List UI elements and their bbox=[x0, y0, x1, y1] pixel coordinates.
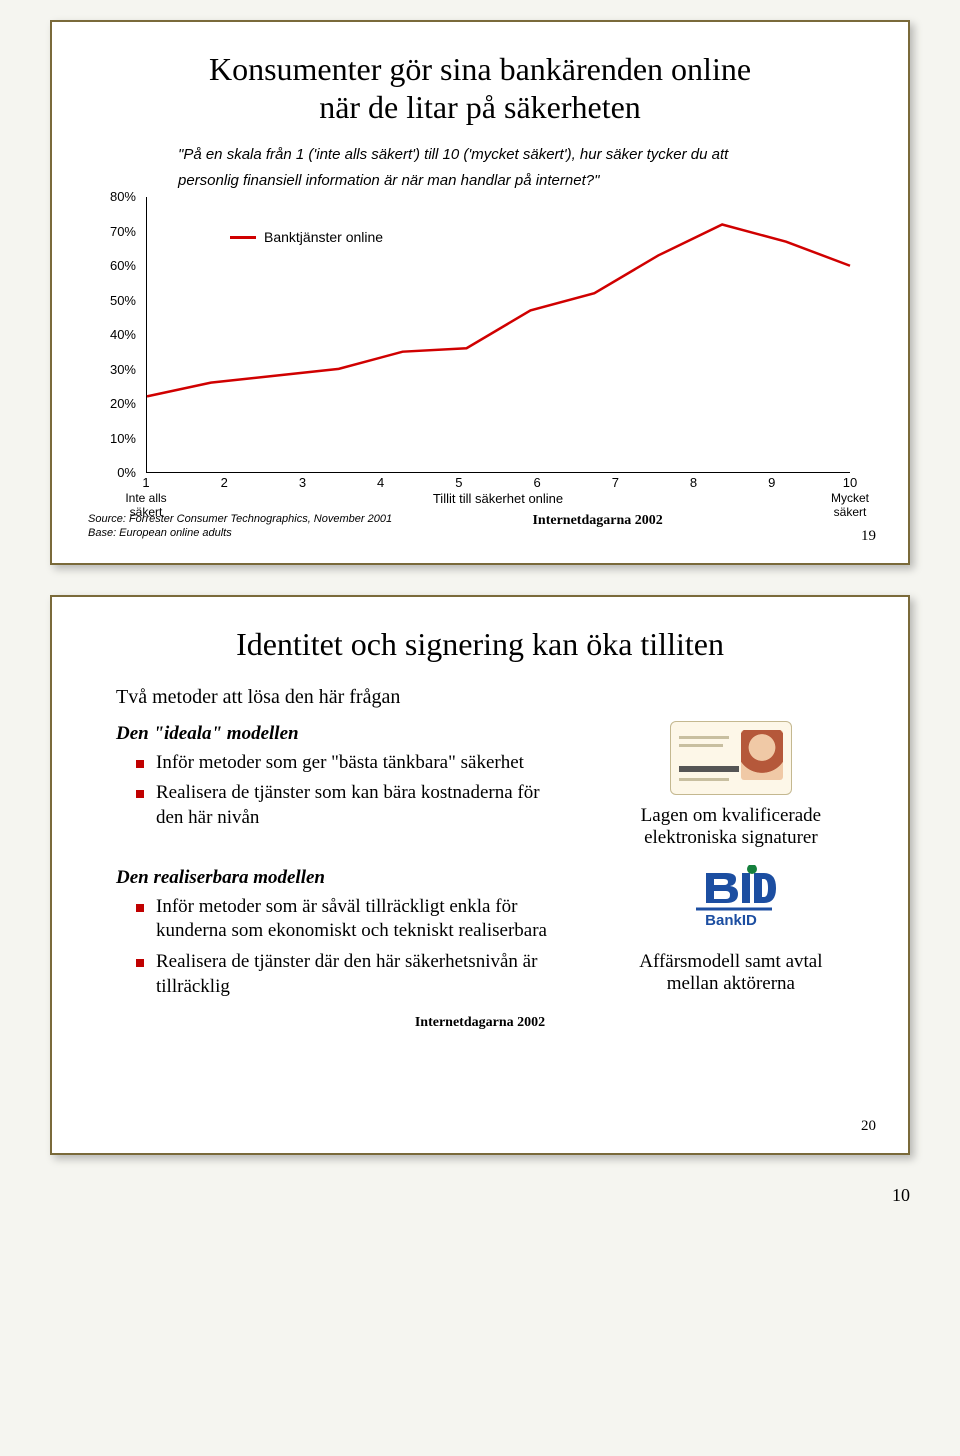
idcard-caption-l1: Lagen om kvalificerade bbox=[590, 805, 872, 827]
list-item: Inför metoder som är såväl tillräckligt … bbox=[136, 895, 566, 944]
y-axis-label: 0% bbox=[100, 465, 136, 480]
chart-line bbox=[147, 225, 850, 397]
idcard-caption-l2: elektroniska signaturer bbox=[590, 827, 872, 849]
list-item: Realisera de tjänster som kan bära kostn… bbox=[136, 781, 566, 830]
model2-column: Den realiserbara modellen Inför metoder … bbox=[88, 857, 566, 1012]
model1-list: Inför metoder som ger "bästa tänkbara" s… bbox=[136, 751, 566, 831]
slide-footer: Internetdagarna 2002 bbox=[88, 1015, 872, 1031]
x-axis-label: 10 bbox=[843, 475, 857, 490]
chart-plot-area bbox=[146, 197, 850, 473]
title-line-1: Konsumenter gör sina bankärenden online bbox=[209, 51, 751, 87]
y-axis-label: 60% bbox=[100, 258, 136, 273]
document-page-number: 10 bbox=[20, 1185, 910, 1206]
svg-text:BankID: BankID bbox=[705, 912, 757, 929]
slide-title: Identitet och signering kan öka tilliten bbox=[88, 625, 872, 663]
model1-column: Den "ideala" modellen Inför metoder som … bbox=[88, 713, 566, 843]
bankid-logo: BankID bbox=[686, 865, 776, 941]
survey-question-l2: personlig finansiell information är när … bbox=[178, 171, 872, 191]
model2-heading: Den realiserbara modellen bbox=[116, 867, 566, 889]
page-number: 19 bbox=[861, 528, 876, 545]
x-axis-label: 2 bbox=[221, 475, 228, 490]
y-axis-label: 40% bbox=[100, 327, 136, 342]
y-axis-label: 70% bbox=[100, 224, 136, 239]
chart-svg bbox=[147, 197, 850, 472]
x-axis-label: 4 bbox=[377, 475, 384, 490]
page-number: 20 bbox=[861, 1118, 876, 1135]
slide-1: Konsumenter gör sina bankärenden online … bbox=[50, 20, 910, 565]
list-item: Realisera de tjänster där den här säkerh… bbox=[136, 950, 566, 999]
x-axis-label: 1 bbox=[142, 475, 149, 490]
y-axis-label: 30% bbox=[100, 362, 136, 377]
bankid-caption-l1: Affärsmodell samt avtal bbox=[590, 951, 872, 973]
y-axis-label: 20% bbox=[100, 396, 136, 411]
x-axis-label: 5 bbox=[455, 475, 462, 490]
bankid-caption-l2: mellan aktörerna bbox=[590, 973, 872, 995]
bankid-svg: BankID bbox=[686, 865, 776, 935]
y-axis-label: 80% bbox=[100, 189, 136, 204]
model1-heading: Den "ideala" modellen bbox=[116, 723, 566, 745]
x-axis-label: 6 bbox=[533, 475, 540, 490]
title-line-2: när de litar på säkerheten bbox=[319, 89, 641, 125]
source-line-2: Base: European online adults bbox=[88, 527, 417, 539]
x-axis-label: 9 bbox=[768, 475, 775, 490]
slide-2: Identitet och signering kan öka tilliten… bbox=[50, 595, 910, 1155]
model2-list: Inför metoder som är såväl tillräckligt … bbox=[136, 895, 566, 1000]
line-chart: 0%10%20%30%40%50%60%70%80% Banktjänster … bbox=[100, 197, 860, 517]
x-axis-title: Tillit till säkerhet online bbox=[433, 491, 563, 506]
survey-question-l1: "På en skala från 1 ('inte alls säkert')… bbox=[178, 145, 872, 165]
model1-right: Lagen om kvalificerade elektroniska sign… bbox=[590, 713, 872, 849]
y-axis-label: 10% bbox=[100, 431, 136, 446]
x-axis-label: 7 bbox=[612, 475, 619, 490]
y-axis-label: 50% bbox=[100, 293, 136, 308]
x-axis-label: 8 bbox=[690, 475, 697, 490]
list-item: Inför metoder som ger "bästa tänkbara" s… bbox=[136, 751, 566, 776]
x-axis-min-label: Inte alls säkert bbox=[116, 491, 176, 519]
x-axis-label: 3 bbox=[299, 475, 306, 490]
model2-right: BankID Affärsmodell samt avtal mellan ak… bbox=[590, 857, 872, 995]
x-axis-max-label: Mycketsäkert bbox=[820, 491, 880, 519]
intro-text: Två metoder att lösa den här frågan bbox=[116, 686, 872, 709]
slide-title: Konsumenter gör sina bankärenden online … bbox=[88, 50, 872, 127]
id-card-icon bbox=[670, 721, 792, 795]
